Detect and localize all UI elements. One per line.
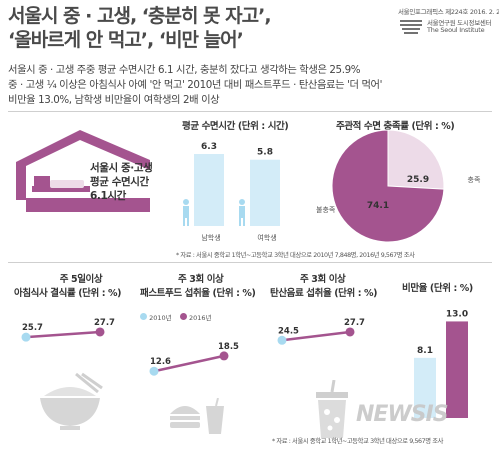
- female-student-icon: [239, 218, 241, 226]
- female-student-icon: [239, 199, 245, 205]
- point-2016: [219, 351, 229, 361]
- soda-cup-icon: [316, 380, 348, 438]
- obesity-bar-chart: 8.1 13.0: [414, 309, 468, 418]
- pie-value-unsatisfied: 74.1: [367, 201, 389, 211]
- pie-label-satisfied: 충족: [468, 175, 481, 184]
- point-2010: [149, 366, 159, 376]
- female-student-icon: [239, 206, 245, 218]
- org-name-en: The Seoul Institute: [427, 26, 485, 34]
- house-text-line-1: 서울시 중·고생: [90, 162, 153, 174]
- point-2016: [345, 327, 355, 337]
- burger-drink-icon: [170, 398, 224, 434]
- org-name: 서울연구원 도시정보센터: [427, 19, 492, 27]
- point-2010: [277, 335, 287, 345]
- obesity-bar: [446, 321, 468, 418]
- house-text-line-2: 평균 수면시간: [90, 176, 149, 188]
- rice-bowl-icon: [40, 372, 103, 430]
- source-note-top: * 자료 : 서울시 중학교 1학년~고등학교 3학년 대상으로 2010년 7…: [176, 252, 415, 259]
- line-charts: 25.7 27.7 12.6 18.5 24.5 27.7: [21, 318, 365, 376]
- page-title: 서울시 중 · 고생, ‘충분히 못 자고’, ‘올바르게 안 먹고’, ‘비만…: [8, 4, 272, 52]
- male-student-icon: [183, 206, 189, 218]
- pie-label-unsatisfied: 불충족: [316, 205, 336, 214]
- breakfast-chart-subtitle: 아침식사 결식률 (단위 : %): [14, 288, 122, 299]
- legend-2010-marker: [140, 313, 147, 320]
- fastfood-chart-title: 주 3회 이상: [178, 274, 224, 285]
- obesity-bar: [414, 357, 436, 418]
- breakfast-title-line-1: 주 5일이상: [59, 274, 103, 285]
- series-line: [153, 354, 225, 373]
- value-label-2016: 27.7: [94, 318, 115, 328]
- watermark-logo: NEWSIS: [356, 402, 449, 427]
- seoul-institute-logo: [400, 20, 422, 34]
- sleep-chart-title: 평균 수면시간 (단위 : 시간): [182, 121, 289, 132]
- sleep-bar-value: 6.3: [201, 142, 217, 152]
- sleep-bar: [250, 159, 280, 226]
- male-student-icon: [183, 218, 185, 226]
- intro-line-2: 중 · 고생 ¼ 이상은 아침식사 아예 '안 먹고' 2010년 대비 패스트…: [8, 79, 383, 91]
- soda-chart-title: 주 3회 이상: [300, 274, 346, 285]
- pie-value-satisfied: 25.9: [407, 175, 429, 185]
- value-label-2016: 27.7: [344, 318, 365, 328]
- legend-2010-label: 2010년: [149, 314, 172, 322]
- intro-summary: 서울시 중 · 고생 주중 평균 수면시간 6.1 시간, 충분히 잤다고 생각…: [8, 63, 403, 108]
- title-line-2: ‘올바르게 안 먹고’, ‘비만 늘어’: [8, 29, 244, 51]
- female-student-icon: [243, 218, 245, 226]
- value-label-2010: 25.7: [22, 323, 43, 333]
- obesity-chart-title: 비만율 (단위 : %): [402, 283, 473, 294]
- sleep-bar-chart: 6.3 남학생 5.8 여학생: [183, 142, 280, 242]
- pie-slice: [387, 129, 445, 190]
- value-label-2010: 12.6: [150, 357, 171, 367]
- fastfood-chart-subtitle: 패스트푸드 섭취율 (단위 : %): [140, 288, 256, 299]
- obesity-bar-value: 13.0: [446, 309, 468, 319]
- value-label-2010: 24.5: [278, 326, 299, 336]
- sleep-bar-category: 남학생: [201, 233, 220, 242]
- value-label-2016: 18.5: [218, 342, 239, 352]
- soda-chart-subtitle: 탄산음료 섭취율 (단위 : %): [270, 288, 378, 299]
- house-sleep-text: 서울시 중·고생 평균 수면시간 6.1시간: [90, 161, 153, 203]
- publication-info: 서울인포그래픽스 제224호 2016. 2. 27.: [398, 8, 499, 16]
- legend: 2010년 2016년: [140, 312, 211, 322]
- pie-slice: [331, 129, 445, 243]
- sleep-bar: [194, 154, 224, 226]
- house-bed-icon: [16, 130, 150, 212]
- sleep-bar-category: 여학생: [257, 233, 276, 242]
- male-student-icon: [187, 218, 189, 226]
- house-text-line-3: 6.1시간: [90, 190, 126, 202]
- divider: [8, 111, 492, 112]
- divider: [8, 262, 492, 263]
- series-line: [281, 330, 351, 342]
- source-note-bottom: * 자료 : 서울시 중학교 1학년~고등학교 3학년 대상으로 9,567명 …: [272, 438, 444, 445]
- sleep-bar-value: 5.8: [257, 148, 273, 158]
- intro-line-1: 서울시 중 · 고생 주중 평균 수면시간 6.1 시간, 충분히 잤다고 생각…: [8, 64, 361, 76]
- series-line: [25, 330, 101, 339]
- point-2016: [95, 327, 105, 337]
- point-2010: [21, 332, 31, 342]
- pie-chart-title: 주관적 수면 충족률 (단위 : %): [336, 121, 455, 132]
- legend-2016-label: 2016년: [188, 314, 212, 322]
- male-student-icon: [183, 199, 189, 205]
- legend-2016-marker: [179, 313, 187, 320]
- obesity-bar-value: 8.1: [417, 346, 433, 356]
- intro-line-3: 비만율 13.0%, 남학생 비만율이 여학생의 2배 이상: [8, 94, 220, 106]
- breakfast-chart-title: 주 5일이상: [36, 271, 126, 285]
- title-line-1: 서울시 중 · 고생, ‘충분히 못 자고’,: [8, 5, 272, 27]
